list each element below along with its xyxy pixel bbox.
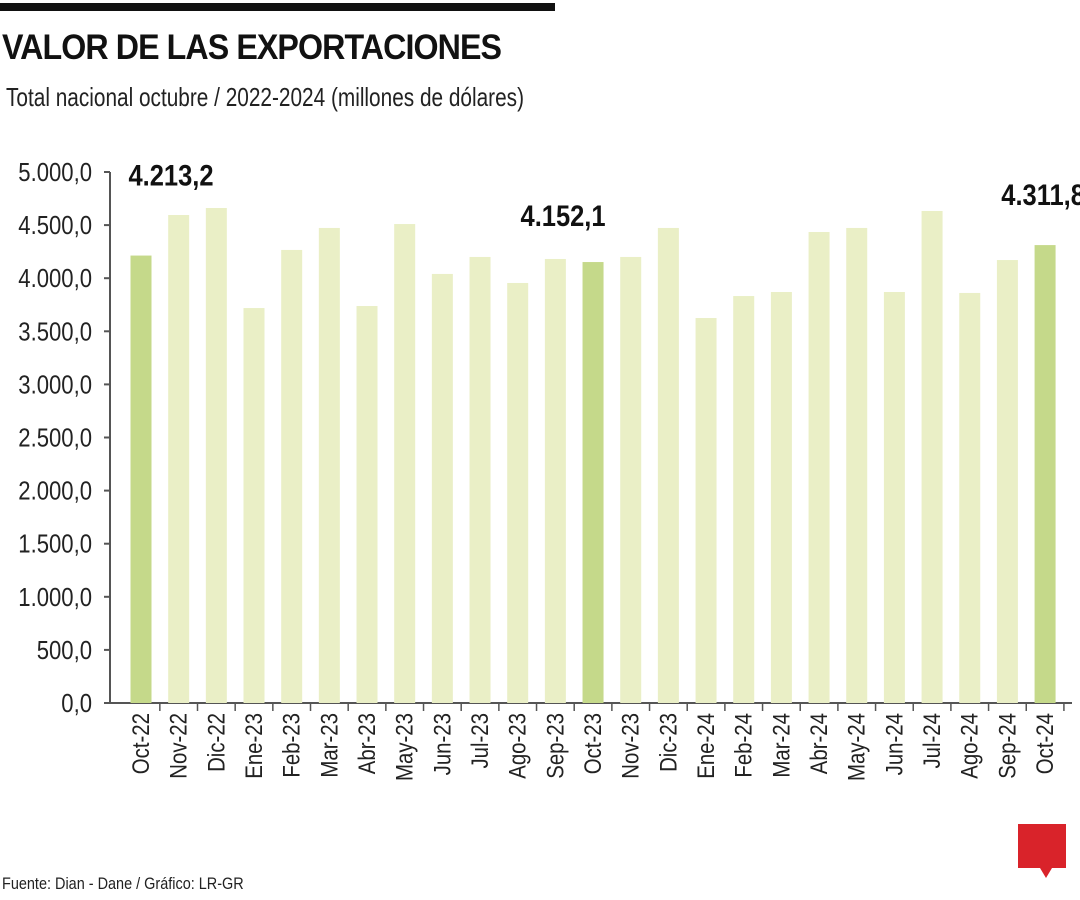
data-label: 4.213,2 [128, 159, 213, 192]
y-tick-label: 2.500,0 [18, 424, 92, 453]
bar-dic-22 [205, 208, 227, 703]
x-tick-label: Mar-23 [316, 713, 343, 778]
lr-logo [1018, 824, 1066, 878]
x-tick-label: Feb-24 [730, 713, 757, 778]
y-tick-label: 4.500,0 [18, 211, 92, 240]
x-tick-label: Mar-24 [768, 713, 795, 778]
x-tick-label: Abr-23 [353, 713, 380, 774]
bar-sep-24 [996, 260, 1018, 703]
x-tick-label: Jul-23 [466, 713, 493, 769]
x-tick-label: Jun-23 [429, 713, 456, 775]
bar-may-23 [394, 224, 416, 703]
x-tick-label: May-23 [391, 713, 418, 781]
bar-mar-23 [318, 227, 340, 703]
bar-nov-23 [620, 256, 642, 703]
bar-jun-24 [883, 292, 905, 703]
bar-oct-22 [130, 255, 152, 703]
x-tick-label: Ago-23 [504, 713, 531, 779]
bar-jun-23 [431, 273, 453, 703]
x-tick-label: Ago-24 [956, 713, 983, 779]
data-label: 4.152,1 [521, 199, 606, 232]
bar-may-24 [846, 227, 868, 703]
x-tick-label: Jul-24 [919, 713, 946, 769]
x-tick-label: May-24 [843, 713, 870, 781]
x-tick-label: Nov-22 [165, 713, 192, 779]
bar-dic-23 [657, 227, 679, 703]
x-tick-label: Oct-24 [1032, 713, 1059, 774]
x-tick-label: Ene-23 [240, 713, 267, 779]
x-tick-label: Abr-24 [806, 713, 833, 774]
x-tick-label: Dic-22 [203, 713, 230, 772]
bar-ene-23 [243, 308, 265, 703]
y-tick-label: 1.500,0 [18, 530, 92, 559]
bar-feb-23 [281, 249, 303, 703]
bar-jul-23 [469, 256, 491, 703]
y-tick-label: 1.000,0 [18, 583, 92, 612]
bar-feb-24 [733, 296, 755, 703]
bar-oct-23 [582, 262, 604, 703]
x-tick-label: Sep-24 [994, 713, 1021, 779]
x-tick-label: Dic-23 [655, 713, 682, 772]
x-tick-label: Ene-24 [692, 713, 719, 779]
bar-ago-23 [507, 282, 529, 703]
bar-abr-23 [356, 306, 378, 703]
bar-abr-24 [808, 232, 830, 704]
x-tick-label: Oct-22 [127, 713, 154, 774]
chart-subtitle: Total nacional octubre / 2022-2024 (mill… [6, 82, 524, 112]
bar-mar-24 [770, 292, 792, 703]
x-tick-label: Feb-23 [278, 713, 305, 778]
x-tick-label: Jun-24 [881, 713, 908, 775]
x-tick-label: Sep-23 [542, 713, 569, 779]
x-tick-label: Oct-23 [579, 713, 606, 774]
y-tick-label: 500,0 [37, 636, 92, 665]
data-label: 4.311,8 [1001, 178, 1080, 211]
top-rule [0, 3, 555, 11]
bar-ene-24 [695, 318, 717, 703]
bar-oct-24 [1034, 245, 1056, 703]
source-note: Fuente: Dian - Dane / Gráfico: LR-GR [2, 874, 244, 893]
bar-sep-23 [544, 258, 566, 703]
bar-nov-22 [168, 215, 190, 704]
y-tick-label: 3.000,0 [18, 371, 92, 400]
y-tick-label: 2.000,0 [18, 477, 92, 506]
bar-jul-24 [921, 210, 943, 703]
y-tick-label: 3.500,0 [18, 318, 92, 347]
chart-title: VALOR DE LAS EXPORTACIONES [2, 28, 502, 67]
y-tick-label: 5.000,0 [18, 158, 92, 187]
y-tick-label: 4.000,0 [18, 265, 92, 294]
y-tick-label: 0,0 [61, 689, 92, 718]
bar-ago-24 [959, 292, 981, 703]
x-tick-label: Nov-23 [617, 713, 644, 779]
